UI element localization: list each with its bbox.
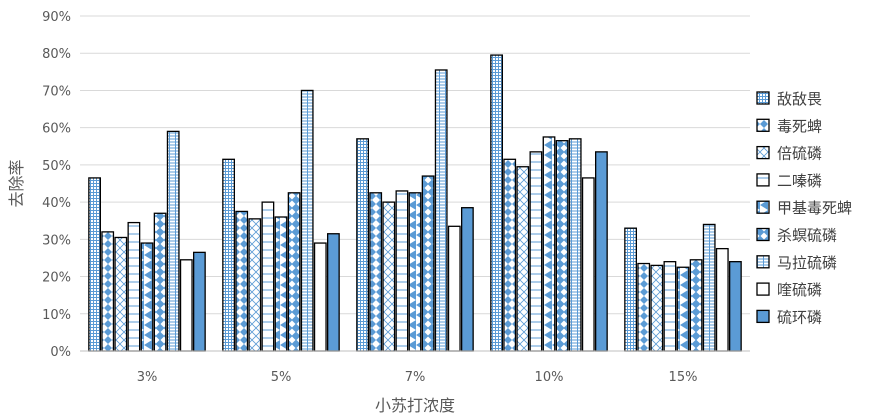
y-axis-ticks: 0% 10% 20% 30% 40% 50% 60% 70% 80% 90% bbox=[42, 10, 71, 360]
bar bbox=[702, 223, 716, 352]
bar bbox=[140, 242, 154, 352]
legend-swatch bbox=[756, 91, 770, 105]
x-axis-title: 小苏打浓度 bbox=[375, 396, 455, 415]
bar bbox=[460, 207, 474, 352]
x-tick-label: 3% bbox=[137, 370, 158, 385]
y-tick-label: 20% bbox=[42, 271, 71, 286]
bar bbox=[274, 216, 288, 352]
bar bbox=[689, 259, 703, 352]
bar bbox=[287, 192, 301, 352]
y-tick-label: 40% bbox=[42, 196, 71, 211]
legend-swatch bbox=[756, 173, 770, 187]
legend-swatch bbox=[756, 282, 770, 296]
bar bbox=[595, 151, 608, 352]
bar bbox=[356, 138, 370, 352]
legend-swatch bbox=[756, 227, 770, 242]
bar bbox=[153, 212, 167, 352]
y-tick-label: 60% bbox=[42, 122, 71, 137]
bar bbox=[313, 242, 327, 352]
legend-swatch bbox=[756, 309, 770, 324]
bar bbox=[235, 210, 249, 352]
x-axis-ticks: 3% 5% 7% 10% 15% bbox=[137, 370, 698, 385]
legend-label: 二嗪磷 bbox=[777, 172, 822, 190]
bar bbox=[326, 233, 340, 352]
bar bbox=[650, 264, 664, 352]
bar bbox=[101, 231, 115, 352]
y-tick-label: 30% bbox=[42, 233, 71, 248]
bar bbox=[248, 218, 262, 352]
bar bbox=[637, 262, 651, 352]
x-tick-label: 7% bbox=[405, 370, 426, 385]
bar bbox=[503, 158, 517, 352]
bar bbox=[166, 130, 180, 352]
legend-label: 硫环磷 bbox=[777, 308, 822, 326]
x-tick-label: 10% bbox=[535, 370, 564, 385]
bar bbox=[88, 177, 101, 352]
bar bbox=[568, 138, 582, 352]
bar bbox=[729, 261, 742, 352]
bar bbox=[624, 227, 637, 352]
x-tick-label: 5% bbox=[271, 370, 292, 385]
legend-label: 杀螟硫磷 bbox=[777, 227, 837, 245]
bar bbox=[447, 225, 461, 352]
bar bbox=[529, 151, 543, 352]
legend-label: 马拉硫磷 bbox=[777, 254, 837, 272]
bar bbox=[676, 266, 690, 352]
bar bbox=[395, 190, 409, 352]
legend-label: 毒死蜱 bbox=[777, 117, 822, 135]
legend-swatch bbox=[756, 255, 770, 269]
y-tick-label: 90% bbox=[42, 10, 71, 25]
legend-swatch bbox=[756, 145, 770, 160]
bar bbox=[369, 192, 383, 352]
bar bbox=[382, 201, 396, 352]
bar bbox=[222, 158, 236, 352]
y-tick-label: 50% bbox=[42, 159, 71, 174]
legend-label: 甲基毒死蜱 bbox=[777, 199, 852, 217]
bar bbox=[490, 54, 504, 352]
bar bbox=[663, 261, 677, 352]
bar bbox=[127, 221, 141, 352]
bars bbox=[88, 54, 742, 352]
bar bbox=[555, 140, 569, 352]
bar bbox=[114, 236, 128, 352]
y-tick-label: 0% bbox=[50, 345, 71, 360]
bar bbox=[421, 175, 435, 352]
legend-label: 倍硫磷 bbox=[777, 145, 822, 163]
bar bbox=[192, 251, 206, 352]
bar bbox=[434, 69, 448, 352]
bar bbox=[715, 247, 729, 352]
bar bbox=[300, 89, 314, 352]
legend-swatch bbox=[756, 200, 770, 214]
legend-label: 敌敌畏 bbox=[777, 90, 822, 108]
legend-swatch bbox=[756, 118, 770, 132]
bar bbox=[179, 259, 193, 352]
y-tick-label: 80% bbox=[42, 47, 71, 62]
bar bbox=[516, 166, 530, 352]
bar bbox=[542, 136, 556, 352]
bar bbox=[261, 201, 275, 352]
y-tick-label: 10% bbox=[42, 308, 71, 323]
x-tick-label: 15% bbox=[669, 370, 698, 385]
y-axis-title: 去除率 bbox=[7, 159, 26, 207]
legend-label: 喹硫磷 bbox=[777, 281, 822, 299]
bar bbox=[408, 192, 422, 352]
y-tick-label: 70% bbox=[42, 84, 71, 99]
bar bbox=[581, 177, 595, 352]
